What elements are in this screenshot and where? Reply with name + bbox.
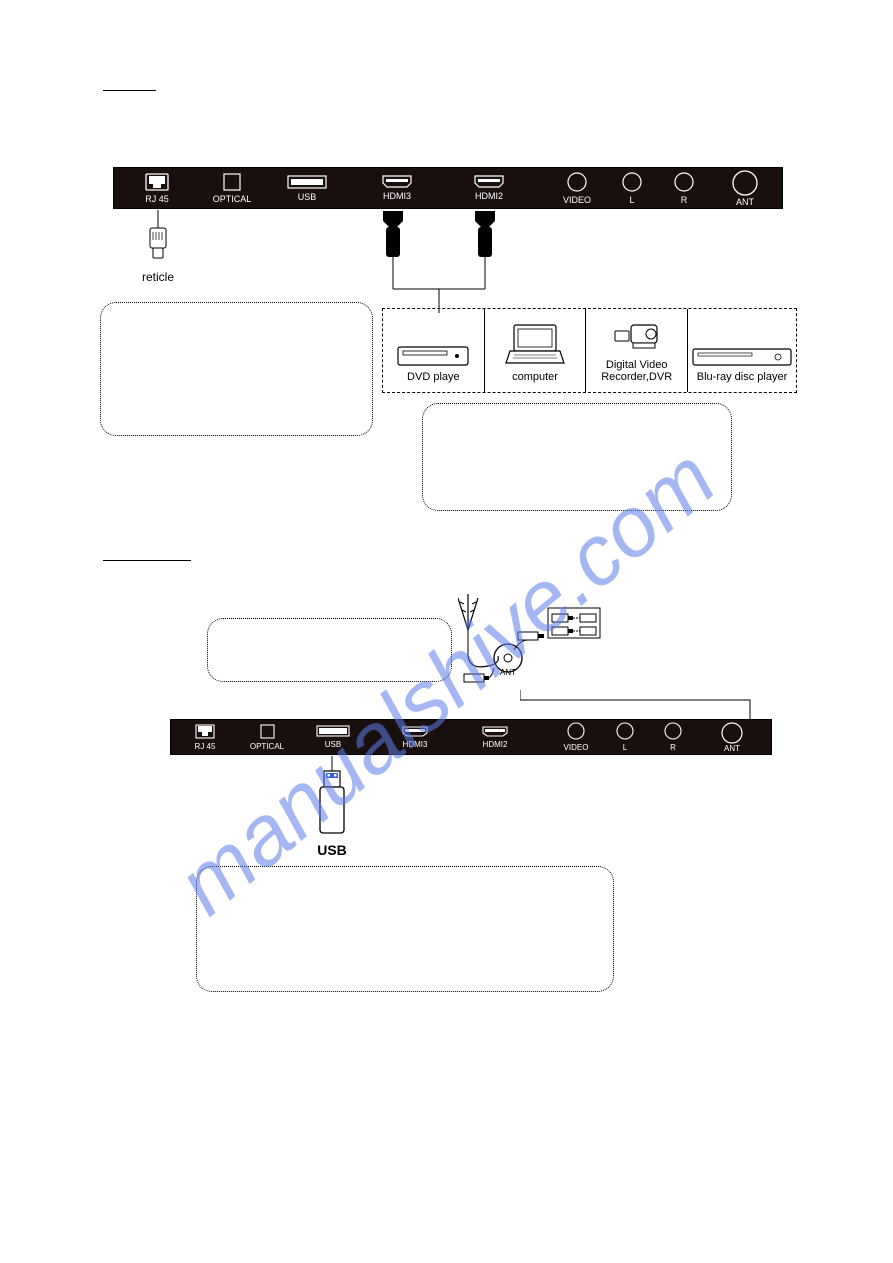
device-computer-label: computer [512, 371, 558, 384]
section2-heading [103, 558, 191, 561]
section1-heading [103, 88, 156, 91]
hdmi-cable-diagram [375, 209, 525, 314]
svg-text:ANT: ANT [500, 668, 516, 677]
port-l: L [614, 168, 650, 208]
note-box-top-left [100, 302, 373, 436]
port-hdmi2-label: HDMI2 [475, 191, 503, 201]
port-usb: USB [277, 168, 337, 208]
port2-optical-label: OPTICAL [250, 742, 284, 751]
port2-r-label: R [670, 743, 676, 752]
port2-usb-label: USB [325, 740, 341, 749]
usb-icon [316, 725, 350, 737]
laptop-icon [504, 323, 566, 367]
port-bar-2: RJ 45 OPTICAL USB HDMI3 HDMI2 [170, 719, 772, 755]
port-rj45-label: RJ 45 [145, 194, 169, 204]
rj45-icon [195, 724, 215, 739]
device-dvr: Digital Video Recorder,DVR [586, 309, 688, 392]
port-ant: ANT [722, 168, 768, 208]
port2-l-label: L [623, 743, 627, 752]
device-dvd-label: DVD playe [407, 371, 460, 384]
port2-l: L [609, 720, 641, 754]
port-r-label: R [681, 195, 688, 205]
port-ant-label: ANT [736, 197, 754, 207]
circle-icon [674, 172, 694, 192]
device-dvr-label: Digital Video Recorder,DVR [601, 359, 672, 384]
port2-ant-label: ANT [724, 744, 740, 753]
circle-icon [567, 172, 587, 192]
port-optical-label: OPTICAL [213, 194, 252, 204]
note-box-usb [196, 866, 614, 992]
port2-ant: ANT [711, 720, 753, 754]
port-l-label: L [629, 195, 634, 205]
hdmi-icon [474, 175, 504, 188]
port2-r: R [657, 720, 689, 754]
rj45-icon [145, 173, 169, 191]
dvd-player-icon [397, 341, 469, 367]
port-video: VIDEO [556, 168, 598, 208]
port-hdmi2: HDMI2 [464, 168, 514, 208]
port2-usb: USB [309, 720, 357, 754]
optical-icon [260, 724, 275, 739]
circle-large-icon [732, 170, 758, 196]
port2-hdmi2: HDMI2 [473, 720, 517, 754]
reticle-plug-icon [147, 210, 169, 265]
hdmi-devices-box: DVD playe computer Digital Video Recorde… [382, 308, 797, 393]
device-bluray-label: Blu-ray disc player [697, 371, 787, 384]
port-video-label: VIDEO [563, 195, 591, 205]
port-usb-label: USB [298, 192, 317, 202]
port-hdmi3: HDMI3 [372, 168, 422, 208]
circle-large-icon [721, 722, 743, 744]
port-r: R [666, 168, 702, 208]
usb-icon [287, 175, 327, 189]
hdmi-icon [482, 726, 508, 737]
port2-hdmi2-label: HDMI2 [483, 740, 508, 749]
port-hdmi3-label: HDMI3 [383, 191, 411, 201]
usb-label: USB [314, 842, 350, 858]
port2-rj45-label: RJ 45 [195, 742, 216, 751]
ant-connection-line [520, 670, 770, 722]
device-bluray: Blu-ray disc player [688, 309, 796, 392]
circle-icon [622, 172, 642, 192]
device-dvd: DVD playe [383, 309, 485, 392]
port2-video: VIDEO [557, 720, 595, 754]
hdmi-icon [382, 175, 412, 188]
circle-icon [664, 722, 682, 740]
reticle-label: reticle [136, 270, 180, 284]
port2-rj45: RJ 45 [183, 720, 227, 754]
port2-hdmi3-label: HDMI3 [403, 740, 428, 749]
port-bar-1: RJ 45 OPTICAL USB HDMI3 [113, 167, 783, 209]
optical-icon [223, 173, 241, 191]
port2-video-label: VIDEO [564, 743, 589, 752]
port-rj45: RJ 45 [132, 168, 182, 208]
note-box-mid-right [422, 403, 732, 511]
camcorder-icon [611, 317, 663, 355]
device-computer: computer [485, 309, 587, 392]
port-optical: OPTICAL [207, 168, 257, 208]
circle-icon [567, 722, 585, 740]
circle-icon [616, 722, 634, 740]
bluray-player-icon [692, 345, 792, 367]
port2-optical: OPTICAL [245, 720, 289, 754]
usb-stick-icon [316, 756, 348, 842]
note-box-ant [207, 618, 452, 682]
port2-hdmi3: HDMI3 [393, 720, 437, 754]
hdmi-icon [402, 726, 428, 737]
